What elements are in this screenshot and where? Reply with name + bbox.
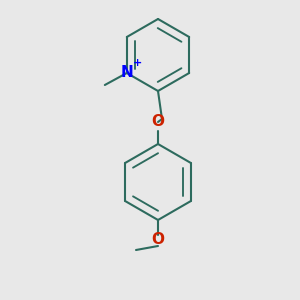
Text: O: O [152,232,164,247]
Text: +: + [133,58,142,68]
Text: N: N [120,65,133,80]
Text: O: O [152,115,164,130]
